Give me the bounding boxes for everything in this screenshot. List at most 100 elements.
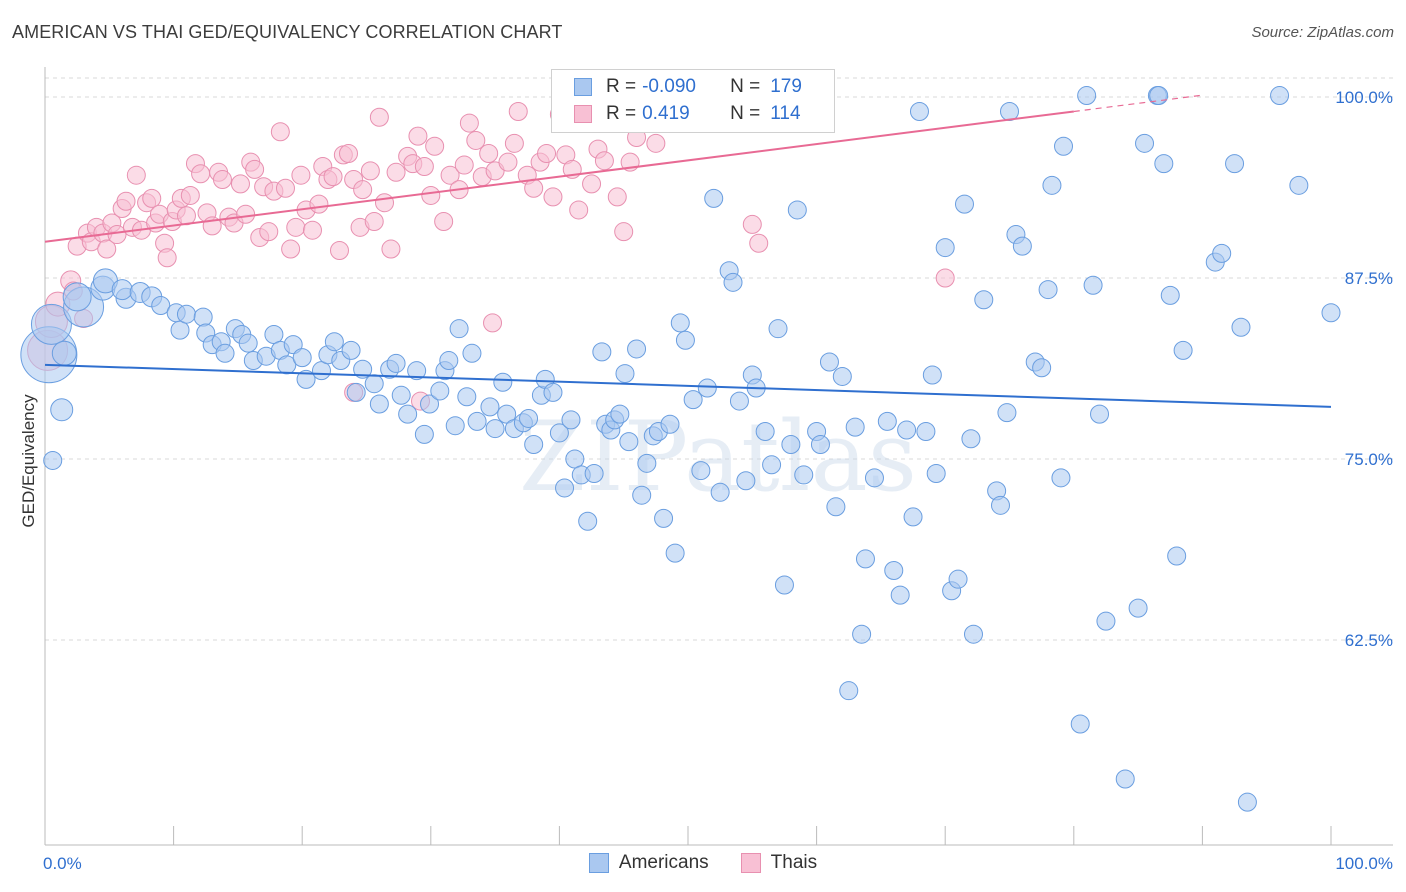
american-point: [1083, 275, 1103, 295]
american-point: [519, 408, 539, 428]
correlation-legend: R = -0.090 N = 179 R = 0.419 N = 114: [551, 69, 835, 133]
american-point: [485, 419, 505, 439]
american-point: [890, 585, 910, 605]
thai-point: [338, 143, 358, 163]
american-point: [62, 282, 92, 312]
american-point: [467, 411, 487, 431]
thai-point: [594, 151, 614, 171]
american-point: [1077, 86, 1097, 106]
american-point: [935, 238, 955, 258]
american-point: [660, 414, 680, 434]
thai-point: [364, 212, 384, 232]
thai-point: [414, 157, 434, 177]
thai-point: [142, 188, 162, 208]
american-point: [561, 410, 581, 430]
thai-point: [302, 220, 322, 240]
american-point: [578, 511, 598, 531]
american-point: [665, 543, 685, 563]
thai-point: [381, 239, 401, 259]
american-point: [963, 624, 983, 644]
thai-point: [434, 212, 454, 232]
r-label: R =: [606, 103, 637, 124]
americans-swatch: [574, 78, 592, 96]
thai-point: [454, 155, 474, 175]
thai-point: [291, 165, 311, 185]
american-point: [414, 424, 434, 444]
american-point: [1231, 317, 1251, 337]
thai-point: [483, 313, 503, 333]
n-value: 179: [770, 76, 802, 97]
american-point: [922, 365, 942, 385]
thai-point: [176, 206, 196, 226]
thai-point: [369, 107, 389, 127]
american-point: [1154, 154, 1174, 174]
american-point: [974, 290, 994, 310]
american-point: [30, 303, 72, 345]
american-point: [565, 449, 585, 469]
thai-point: [353, 180, 373, 200]
american-point: [264, 324, 284, 344]
thai-point: [97, 239, 117, 259]
american-point: [462, 343, 482, 363]
series-legend: Americans Thais: [0, 852, 1406, 874]
thai-point: [935, 268, 955, 288]
thai-point: [259, 222, 279, 242]
american-point: [555, 478, 575, 498]
american-point: [430, 381, 450, 401]
american-point: [386, 353, 406, 373]
thai-point: [425, 136, 445, 156]
thai-point: [375, 193, 395, 213]
american-point: [654, 508, 674, 528]
american-point: [296, 369, 316, 389]
american-point: [990, 495, 1010, 515]
y-tick-label: 62.5%: [1345, 631, 1393, 650]
american-point: [449, 319, 469, 339]
american-point: [1054, 136, 1074, 156]
american-point: [1160, 285, 1180, 305]
legend-item-americans[interactable]: Americans: [588, 852, 709, 874]
american-point: [897, 420, 917, 440]
thai-point: [245, 159, 265, 179]
y-tick-label: 75.0%: [1345, 450, 1393, 469]
americans-legend-swatch: [588, 853, 609, 873]
american-point: [632, 485, 652, 505]
american-point: [407, 361, 427, 381]
american-point: [50, 398, 74, 422]
thai-point: [543, 187, 563, 207]
american-point: [1135, 133, 1155, 153]
american-point: [1038, 280, 1058, 300]
thai-point: [749, 233, 769, 253]
american-point: [710, 482, 730, 502]
american-point: [398, 404, 418, 424]
american-point: [493, 372, 513, 392]
legend-item-thais[interactable]: Thais: [740, 852, 817, 874]
american-point: [215, 343, 235, 363]
american-point: [1032, 358, 1052, 378]
x-tick-label: 100.0%: [1335, 854, 1393, 873]
american-point: [1270, 86, 1290, 106]
thai-point: [329, 240, 349, 260]
r-value: -0.090: [642, 76, 696, 97]
thai-point: [504, 133, 524, 153]
american-point: [627, 339, 647, 359]
american-point: [1000, 101, 1019, 121]
american-point: [961, 429, 981, 449]
american-point: [1096, 611, 1116, 631]
american-point: [51, 340, 77, 366]
chart-title: AMERICAN VS THAI GED/EQUIVALENCY CORRELA…: [12, 22, 563, 42]
american-point: [283, 335, 303, 355]
american-point: [1070, 714, 1090, 734]
american-point: [832, 366, 852, 386]
american-point: [176, 304, 196, 324]
american-point: [480, 397, 500, 417]
american-point: [794, 465, 814, 485]
american-point: [391, 385, 411, 405]
american-point: [877, 411, 897, 431]
thai-point: [524, 178, 544, 198]
thai-point: [607, 187, 627, 207]
thai-point: [286, 217, 306, 237]
american-point: [610, 404, 630, 424]
american-point: [170, 320, 190, 340]
american-point: [1167, 546, 1187, 566]
